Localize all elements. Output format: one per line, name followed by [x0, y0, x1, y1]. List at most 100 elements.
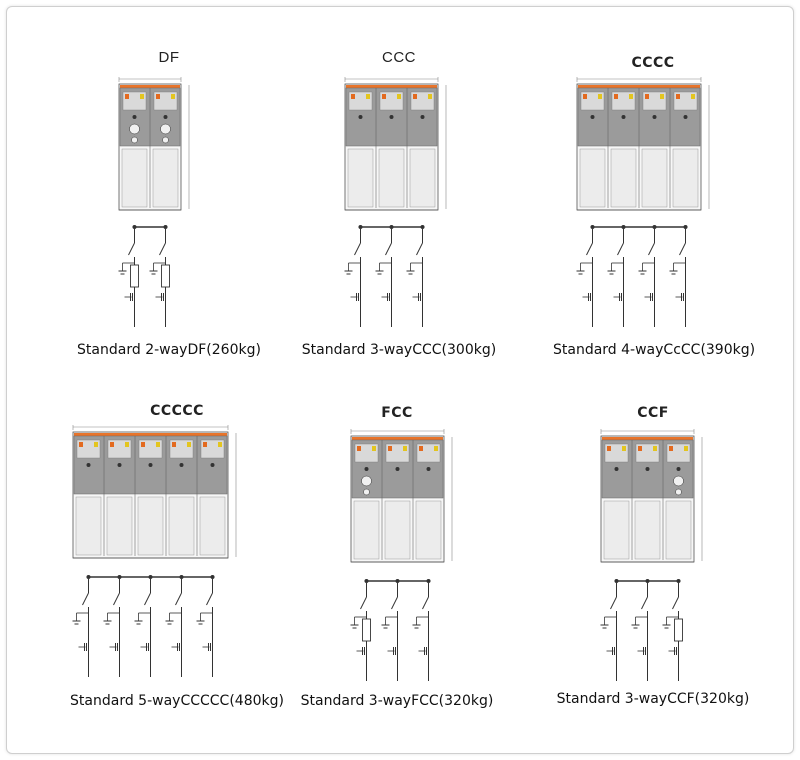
cable-door [347, 148, 374, 208]
unit-title: CCCCC [150, 403, 204, 419]
indicator [428, 94, 432, 99]
cable-door [672, 148, 699, 208]
indicator [79, 442, 83, 447]
cable-door [121, 148, 148, 208]
operating-hole [652, 115, 657, 119]
unit-ccf: CCF Standard 3-wayCCF(320kg) [553, 397, 753, 727]
indicator [382, 94, 386, 99]
indicator [156, 442, 160, 447]
cable-door [378, 148, 405, 208]
indicator [125, 442, 129, 447]
switch-blade [360, 596, 367, 610]
fuse-handle [675, 488, 682, 496]
indicator [125, 94, 129, 99]
bus-node [210, 575, 215, 579]
indicator [645, 94, 649, 99]
switch-blade [679, 242, 686, 256]
bus-node [614, 579, 619, 583]
unit-ccccc: CCCCC Standard 5-wayCCCCC(480kg) [67, 397, 287, 727]
indicator [403, 446, 407, 451]
indicator [622, 446, 626, 451]
bus-node [395, 579, 400, 583]
indicator [388, 446, 392, 451]
cable-door [199, 496, 226, 556]
busbar-stripe [74, 433, 227, 436]
switch-blade [617, 242, 624, 256]
cable-door [353, 500, 380, 560]
unit-caption: Standard 3-wayCCC(300kg) [301, 342, 497, 358]
unit-title: CCF [637, 405, 669, 421]
busbar-stripe [578, 85, 700, 88]
indicator [691, 94, 695, 99]
cable-door [409, 148, 436, 208]
unit-caption: Standard 4-wayCcCC(390kg) [553, 342, 756, 358]
unit-ccc: CCC Standard 3-wayCCC(300kg) [299, 47, 499, 377]
fuse-handle [160, 123, 171, 135]
fuse-symbol [362, 618, 371, 642]
indicator [434, 446, 438, 451]
cabinet-drawing [350, 429, 453, 563]
unit-cccc: CCCC Standard 4-wayCcCC(390kg) [553, 47, 756, 377]
single-line-diagram [350, 579, 431, 681]
operating-hole [420, 115, 425, 119]
bus-node [117, 575, 122, 579]
indicator [598, 94, 602, 99]
fuse-symbol [674, 618, 683, 642]
cabinet-drawing [344, 77, 447, 211]
cable-door [610, 148, 637, 208]
unit-title: CCCC [631, 55, 675, 71]
bus-node [676, 579, 681, 583]
indicator [203, 442, 207, 447]
operating-hole [426, 467, 431, 471]
single-line-diagram [576, 225, 688, 327]
fuse-symbol [130, 264, 139, 288]
switch-blade [159, 242, 166, 256]
unit-title: DF [158, 49, 180, 66]
unit-caption: Standard 2-wayDF(260kg) [77, 342, 261, 358]
operating-hole [163, 115, 168, 119]
fuse-handle [361, 475, 372, 487]
single-line-diagram [344, 225, 425, 327]
operating-hole [621, 115, 626, 119]
bus-node [621, 225, 626, 229]
operating-hole [645, 467, 650, 471]
unit-title: FCC [381, 405, 413, 421]
switch-blade [82, 592, 89, 606]
operating-hole [590, 115, 595, 119]
switch-blade [391, 596, 398, 610]
bus-node [163, 225, 168, 229]
indicator [653, 446, 657, 451]
indicator [614, 94, 618, 99]
busbar-stripe [120, 85, 180, 88]
unit-caption: Standard 3-wayCCF(320kg) [556, 691, 750, 707]
indicator [156, 94, 160, 99]
indicator [660, 94, 664, 99]
bus-node [86, 575, 91, 579]
indicator [172, 442, 176, 447]
bus-node [364, 579, 369, 583]
switch-blade [610, 596, 617, 610]
indicator [94, 442, 98, 447]
switch-blade [113, 592, 120, 606]
indicator [141, 442, 145, 447]
fuse-handle [129, 123, 140, 135]
cabinet-drawing [72, 425, 237, 559]
switch-blade [175, 592, 182, 606]
fuse-symbol [161, 264, 170, 288]
indicator [357, 446, 361, 451]
indicator [607, 446, 611, 451]
indicator [140, 94, 144, 99]
operating-hole [117, 463, 122, 467]
unit-df: DF Standard 2-wayDF(260kg) [69, 47, 269, 377]
switch-blade [385, 242, 392, 256]
cable-door [415, 500, 442, 560]
indicator [638, 446, 642, 451]
switch-blade [144, 592, 151, 606]
switch-blade [672, 596, 679, 610]
indicator [372, 446, 376, 451]
bus-node [179, 575, 184, 579]
fuse-handle [162, 136, 169, 144]
bus-node [132, 225, 137, 229]
indicator [110, 442, 114, 447]
operating-hole [358, 115, 363, 119]
